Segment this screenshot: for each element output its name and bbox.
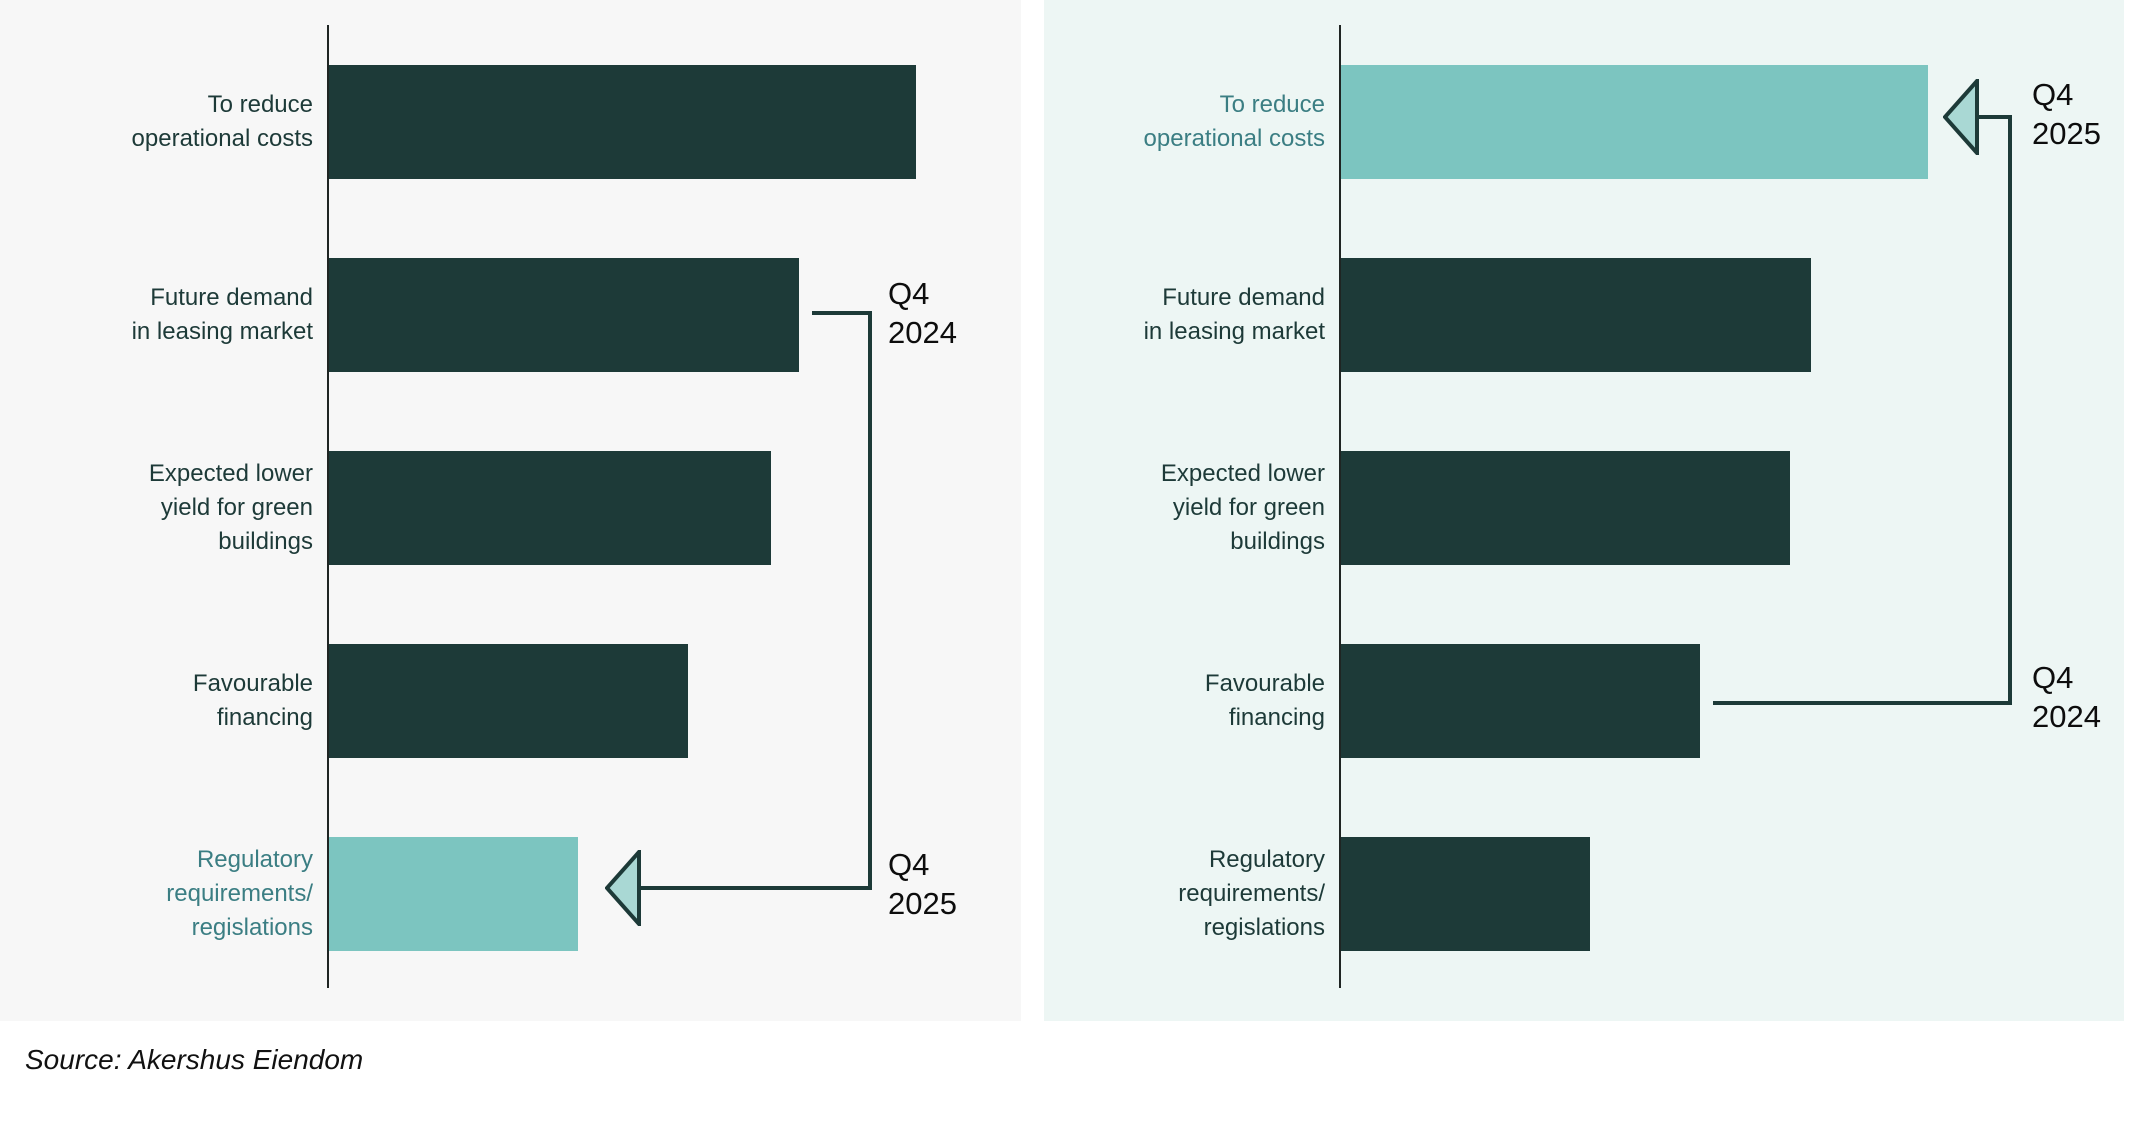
bar-label-line: requirements/ — [166, 880, 313, 907]
bar-label-line: Favourable — [192, 670, 313, 697]
connector-segment — [639, 886, 872, 890]
bar-label-line: regislations — [1203, 914, 1325, 941]
bar-label-line: Future demand — [150, 284, 313, 311]
connector-segment — [812, 311, 872, 315]
bar-label: Favourable financing — [0, 632, 313, 770]
bar-label-line: in leasing market — [1143, 318, 1325, 345]
arrowhead-icon — [605, 850, 641, 926]
bar — [1341, 837, 1590, 951]
connector-segment — [868, 311, 872, 890]
bar — [1341, 451, 1790, 565]
bar-label: To reduce operational costs — [1044, 53, 1325, 191]
annotation-q4-2024: Q4 2024 — [2032, 660, 2101, 734]
connector-segment — [2008, 115, 2012, 705]
bar-label: Regulatory requirements/regislations — [1044, 825, 1325, 963]
bar-label-line: Future demand — [1162, 284, 1325, 311]
bar-label-line: regislations — [191, 914, 313, 941]
connector-segment — [1713, 701, 2012, 705]
bar-label-line: Expected lower — [148, 460, 313, 487]
bar-label-line: operational costs — [131, 125, 313, 152]
bar-label: To reduce operational costs — [0, 53, 313, 191]
bar — [329, 644, 688, 758]
bar-label-line: financing — [1228, 704, 1325, 731]
arrowhead-icon — [1943, 79, 1979, 155]
bar — [1341, 644, 1700, 758]
bar — [329, 451, 771, 565]
bar-label: Expected lower yield for green buildings — [0, 439, 313, 577]
category-axis — [1339, 25, 1341, 988]
bar-label-line: financing — [216, 704, 313, 731]
bar — [1341, 258, 1811, 372]
bar-label-line: To reduce — [1219, 91, 1325, 118]
bar-label: Future demand in leasing market — [1044, 246, 1325, 384]
bar-label-line: yield for green — [160, 494, 313, 521]
bar-label-line: buildings — [218, 528, 313, 555]
category-axis — [327, 25, 329, 988]
bar-highlighted — [1341, 65, 1928, 179]
bar-label-line: To reduce — [207, 91, 313, 118]
connector-segment — [1977, 115, 2012, 119]
bar-label-line: Favourable — [1204, 670, 1325, 697]
right-chart-panel: To reduce operational costs Future demand i… — [1044, 0, 2124, 1021]
annotation-q4-2024: Q4 2024 — [888, 276, 957, 350]
bar-label-line: yield for green — [1172, 494, 1325, 521]
source-note: Source: Akershus Eiendom — [25, 1044, 364, 1075]
bar-label: Favourable financing — [1044, 632, 1325, 770]
bar-label-line: operational costs — [1143, 125, 1325, 152]
bar-label-line: Regulatory — [196, 846, 313, 873]
bar — [329, 65, 916, 179]
annotation-q4-2025: Q4 2025 — [888, 847, 957, 921]
bar-highlighted — [329, 837, 578, 951]
bar-label-line: buildings — [1230, 528, 1325, 555]
bar-label: Regulatory requirements/regislations — [0, 825, 313, 963]
bar-label-line: requirements/ — [1178, 880, 1325, 907]
bar-label-line: Expected lower — [1160, 460, 1325, 487]
bar — [329, 258, 799, 372]
bar-label: Expected lower yield for green buildings — [1044, 439, 1325, 577]
left-chart-panel: To reduce operational costs Future demand i… — [0, 0, 1021, 1021]
bar-label-line: in leasing market — [131, 318, 313, 345]
annotation-q4-2025: Q4 2025 — [2032, 77, 2101, 151]
bar-label-line: Regulatory — [1208, 846, 1325, 873]
bar-label: Future demand in leasing market — [0, 246, 313, 384]
